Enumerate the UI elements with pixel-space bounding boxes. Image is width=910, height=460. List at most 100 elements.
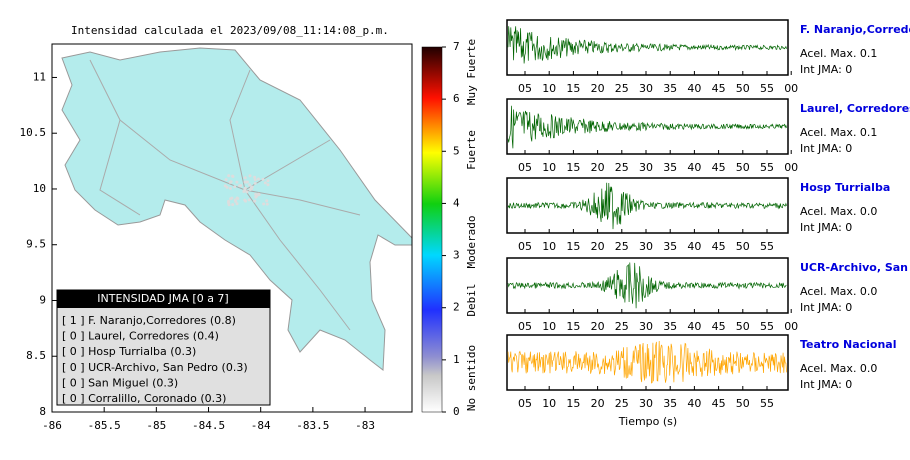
time-tick-label: 50 <box>736 161 750 174</box>
station-name: UCR-Archivo, San Pedro <box>800 261 910 274</box>
time-tick-label: 05 <box>518 397 532 410</box>
time-tick-label: 15 <box>566 161 580 174</box>
city-dot <box>263 181 267 185</box>
time-tick-label: 40 <box>687 161 701 174</box>
waveform <box>507 340 787 384</box>
legend-item: [ 1 ] F. Naranjo,Corredores (0.8) <box>62 314 236 327</box>
city-dot <box>244 199 248 203</box>
station-acel: Acel. Max. 0.0 <box>800 285 877 298</box>
city-dot <box>244 180 248 184</box>
city-dot <box>249 187 253 191</box>
city-dot <box>265 199 269 203</box>
time-tick-label: 20 <box>591 240 605 253</box>
time-tick-label: 45 <box>712 397 726 410</box>
time-tick-label: 25 <box>615 320 629 333</box>
colorbar-tick-label: 2 <box>453 301 460 314</box>
costa-rica-land <box>61 47 413 371</box>
legend-item: [ 0 ] San Miguel (0.3) <box>62 376 178 389</box>
time-tick-label: 50 <box>736 397 750 410</box>
city-dot <box>253 199 257 203</box>
station-acel: Acel. Max. 0.0 <box>800 205 877 218</box>
city-dot <box>261 177 265 181</box>
city-dot <box>253 181 257 185</box>
time-tick-label: 20 <box>591 397 605 410</box>
colorbar-tick-label: 3 <box>453 249 460 262</box>
x-tick-label: -84.5 <box>192 419 225 432</box>
station-int: Int JMA: 0 <box>800 63 852 76</box>
time-tick-label: 10 <box>542 397 556 410</box>
city-dot <box>266 179 270 183</box>
waveform <box>507 26 787 64</box>
colorbar-tick-label: 7 <box>453 40 460 53</box>
time-tick-label: 25 <box>615 397 629 410</box>
time-tick-label: 40 <box>687 320 701 333</box>
time-tick-label: 30 <box>639 320 653 333</box>
seismogram-frame <box>506 98 789 155</box>
time-tick-label: 25 <box>615 82 629 95</box>
y-tick-label: 9 <box>39 293 46 306</box>
colorbar-label: No sentido <box>465 345 478 411</box>
city-dot <box>256 177 260 181</box>
time-tick-label: 35 <box>663 161 677 174</box>
station-name: Laurel, Corredores <box>800 102 910 115</box>
time-tick-label: 45 <box>712 320 726 333</box>
city-dot <box>235 202 239 206</box>
x-axis-label: Tiempo (s) <box>618 415 677 428</box>
time-tick-label: 50 <box>736 240 750 253</box>
y-tick-label: 10 <box>33 182 46 195</box>
city-dot <box>231 174 235 178</box>
y-tick-label: 8.5 <box>26 349 46 362</box>
city-dot <box>247 198 251 202</box>
city-dot <box>243 176 247 180</box>
time-tick-label: 40 <box>687 397 701 410</box>
colorbar-label: Fuerte <box>465 130 478 170</box>
x-tick-label: -84 <box>251 419 271 432</box>
city-dot <box>262 202 266 206</box>
legend-item: [ 0 ] UCR-Archivo, San Pedro (0.3) <box>62 361 248 374</box>
time-tick-label: 45 <box>712 82 726 95</box>
legend-title: INTENSIDAD JMA [0 a 7] <box>97 292 228 305</box>
time-tick-label: 00 <box>784 161 798 174</box>
time-tick-label: 10 <box>542 240 556 253</box>
time-tick-label: 05 <box>518 240 532 253</box>
time-tick-label: 55 <box>760 161 774 174</box>
station-name: F. Naranjo,Corredores <box>800 23 910 36</box>
city-dot <box>253 178 257 182</box>
station-int: Int JMA: 0 <box>800 142 852 155</box>
station-acel: Acel. Max. 0.0 <box>800 362 877 375</box>
city-dot <box>266 183 270 187</box>
station-int: Int JMA: 0 <box>800 221 852 234</box>
city-dot <box>243 186 247 190</box>
time-tick-label: 55 <box>760 397 774 410</box>
station-acel: Acel. Max. 0.1 <box>800 47 877 60</box>
colorbar-label: Muy Fuerte <box>465 39 478 105</box>
time-tick-label: 35 <box>663 320 677 333</box>
time-tick-label: 35 <box>663 82 677 95</box>
time-tick-label: 40 <box>687 82 701 95</box>
city-dot <box>229 180 233 184</box>
city-dot <box>224 178 228 182</box>
station-name: Teatro Nacional <box>800 338 897 351</box>
time-tick-label: 20 <box>591 82 605 95</box>
time-tick-label: 15 <box>566 240 580 253</box>
time-tick-label: 30 <box>639 240 653 253</box>
city-dot <box>248 174 252 178</box>
time-tick-label: 55 <box>760 82 774 95</box>
time-tick-label: 25 <box>615 240 629 253</box>
waveform <box>507 262 787 309</box>
x-tick-label: -83 <box>355 419 375 432</box>
city-dot <box>235 180 239 184</box>
y-tick-label: 10.5 <box>20 126 47 139</box>
city-dot <box>248 183 252 187</box>
time-tick-label: 45 <box>712 240 726 253</box>
y-tick-label: 11 <box>33 70 46 83</box>
city-dot <box>228 186 232 190</box>
time-tick-label: 00 <box>784 320 798 333</box>
time-tick-label: 55 <box>760 240 774 253</box>
city-dot <box>233 185 237 189</box>
colorbar <box>421 46 443 413</box>
map-frame <box>51 43 413 413</box>
roads <box>89 59 361 331</box>
x-tick-label: -85 <box>146 419 166 432</box>
